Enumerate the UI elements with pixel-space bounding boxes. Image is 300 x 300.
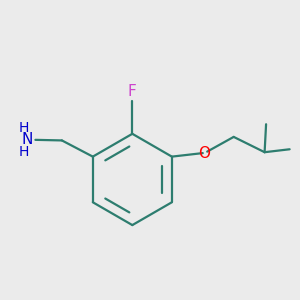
Text: H: H: [19, 121, 29, 134]
Text: F: F: [128, 84, 137, 99]
Text: H: H: [19, 145, 29, 159]
Text: N: N: [22, 132, 33, 147]
Text: O: O: [198, 146, 210, 160]
